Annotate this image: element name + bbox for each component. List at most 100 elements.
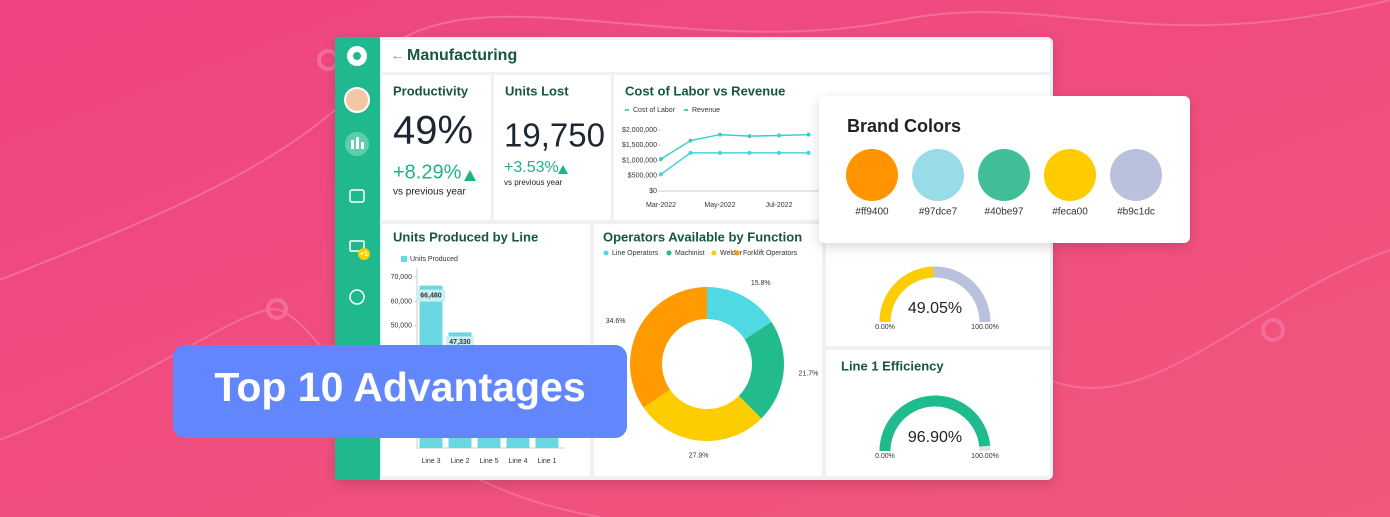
gauge-value (879, 395, 991, 452)
color-label: #feca00 (1052, 207, 1088, 218)
y-tick-label: $2,000,000 (622, 127, 657, 134)
legend-label: Revenue (692, 107, 720, 114)
x-tick-label: Line 5 (479, 458, 498, 465)
kpi-value: 49% (393, 109, 473, 153)
donut-slice (707, 287, 772, 340)
color-swatch (912, 149, 964, 201)
point (718, 132, 722, 137)
point (688, 138, 693, 143)
back-arrow[interactable]: ← (391, 47, 404, 62)
chat-icon[interactable] (349, 289, 365, 305)
gauge-card (826, 224, 1050, 346)
point (659, 156, 663, 161)
icon-part (361, 142, 364, 149)
kpi-title: Units Lost (505, 83, 569, 98)
kpi-value: 19,750 (504, 117, 605, 154)
legend-swatch (666, 250, 672, 256)
x-tick-label: Line 4 (508, 458, 527, 465)
point (747, 134, 752, 139)
mail-icon[interactable] (349, 240, 365, 252)
point (806, 132, 811, 137)
gauge-label: 49.05% (908, 300, 962, 317)
brand-title: Brand Colors (847, 116, 961, 136)
legend-label: Forklift Operators (743, 250, 798, 257)
point (777, 133, 781, 138)
x-tick-label: Line 3 (421, 458, 440, 465)
point (777, 150, 781, 155)
line (660, 133, 809, 160)
x-tick-label: Jul-2022 (766, 202, 793, 209)
banner-box (173, 345, 627, 438)
data-label: 21.7% (799, 370, 819, 377)
gauge-value (879, 266, 934, 323)
legend-label: Units Produced (410, 256, 458, 263)
y-tick-label: $1,500,000 (622, 142, 657, 149)
label-bg (417, 289, 445, 302)
gauge-max: 100.00% (971, 453, 999, 460)
legend-label: Cost of Labor (633, 107, 676, 114)
page-title: Manufacturing (407, 47, 517, 64)
badge (358, 248, 370, 260)
kpi-card (382, 75, 491, 220)
badge-text: +1 (360, 251, 368, 258)
point (747, 150, 752, 155)
line (660, 152, 809, 175)
data-label: 15.8% (751, 280, 771, 287)
data-label: 66,480 (420, 292, 442, 299)
color-label: #40be97 (985, 207, 1024, 218)
up-arrow (558, 165, 568, 174)
icon-part (351, 140, 354, 149)
logo-dot (353, 52, 361, 60)
donut-slice (630, 287, 707, 408)
data-label: 27.9% (689, 452, 709, 459)
legend-swatch (734, 250, 740, 256)
x-tick-label: May-2022 (704, 202, 735, 209)
kpi-change: +8.29% (393, 161, 462, 183)
gauge-label: 96.90% (908, 429, 962, 446)
y-tick-label: 50,000 (391, 323, 413, 330)
y-tick-label: 60,000 (391, 298, 413, 305)
legend-swatch (711, 250, 717, 256)
avatar[interactable] (344, 87, 370, 113)
color-label: #ff9400 (855, 207, 889, 218)
kpi-note: vs previous year (393, 187, 466, 198)
point (688, 150, 693, 155)
data-label: 34.6% (606, 318, 626, 325)
chart-title: Units Produced by Line (393, 229, 538, 244)
data-label: 47,330 (449, 339, 471, 346)
legend-label: Welder (720, 250, 743, 257)
legend-label: Machinist (675, 250, 705, 257)
legend-label: Line Operators (612, 250, 659, 257)
x-tick-label: Mar-2022 (646, 202, 676, 209)
gauge-min: 0.00% (875, 453, 895, 460)
color-swatch (1110, 149, 1162, 201)
gauge-max: 100.00% (971, 324, 999, 331)
calendar-icon[interactable] (349, 189, 365, 203)
point (659, 172, 663, 177)
y-tick-label: $0 (649, 188, 657, 195)
donut-slice (738, 321, 784, 419)
color-label: #b9c1dc (1117, 207, 1155, 218)
color-swatch (978, 149, 1030, 201)
donut-slice (643, 389, 762, 441)
color-label: #97dce7 (919, 207, 958, 218)
gauge-card (826, 350, 1050, 476)
kpi-note: vs previous year (504, 178, 563, 187)
gauge-min: 0.00% (875, 324, 895, 331)
chart-title: Cost of Labor vs Revenue (625, 83, 785, 98)
color-swatch (846, 149, 898, 201)
icon-part (356, 137, 359, 149)
chart-title: Operators Available by Function (603, 229, 802, 244)
color-swatch (1044, 149, 1096, 201)
header (382, 40, 1050, 72)
x-tick-label: Line 1 (537, 458, 556, 465)
y-tick-label: $1,000,000 (622, 157, 657, 164)
banner-title: Top 10 Advantages (214, 364, 585, 410)
y-tick-label: 70,000 (391, 274, 413, 281)
kpi-card (494, 75, 611, 220)
point (718, 150, 722, 155)
point (806, 150, 811, 155)
kpi-change: +3.53% (504, 159, 559, 176)
